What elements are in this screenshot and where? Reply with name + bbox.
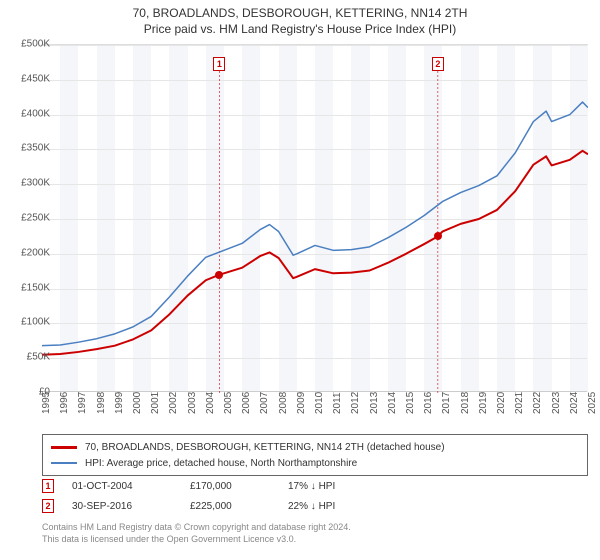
x-axis-label: 2004	[205, 392, 216, 414]
x-axis-label: 2014	[387, 392, 398, 414]
y-axis-label: £500K	[10, 39, 50, 50]
sale-date: 30-SEP-2016	[72, 501, 172, 512]
sale-list: 1 01-OCT-2004 £170,000 17% ↓ HPI 2 30-SEP-201…	[42, 476, 588, 516]
x-axis-label: 2000	[132, 392, 143, 414]
marker-point	[434, 232, 442, 240]
sale-pct-vs-hpi: 17% ↓ HPI	[288, 481, 378, 492]
x-axis-labels: 1995199619971998199920002001200220032004…	[42, 394, 588, 434]
sale-price: £170,000	[190, 481, 270, 492]
x-axis-label: 2022	[532, 392, 543, 414]
x-axis-label: 2001	[150, 392, 161, 414]
y-axis-label: £200K	[10, 247, 50, 258]
x-axis-label: 1997	[77, 392, 88, 414]
legend-swatch-hpi	[51, 462, 77, 464]
x-axis-label: 1996	[59, 392, 70, 414]
x-axis-label: 2008	[278, 392, 289, 414]
y-axis-label: £50K	[10, 352, 50, 363]
x-axis-label: 2024	[569, 392, 580, 414]
marker-point	[215, 271, 223, 279]
footer-attribution: Contains HM Land Registry data © Crown c…	[42, 522, 588, 545]
sale-pct-vs-hpi: 22% ↓ HPI	[288, 501, 378, 512]
x-axis-label: 2020	[496, 392, 507, 414]
y-axis-label: £450K	[10, 73, 50, 84]
sale-date: 01-OCT-2004	[72, 481, 172, 492]
y-axis-label: £350K	[10, 143, 50, 154]
legend-row-property: 70, BROADLANDS, DESBOROUGH, KETTERING, N…	[51, 439, 579, 455]
y-axis-label: £0	[10, 387, 50, 398]
legend-row-hpi: HPI: Average price, detached house, Nort…	[51, 455, 579, 471]
chart-title-block: 70, BROADLANDS, DESBOROUGH, KETTERING, N…	[0, 0, 600, 38]
x-axis-label: 2021	[514, 392, 525, 414]
x-axis-label: 2018	[460, 392, 471, 414]
x-axis-label: 2005	[223, 392, 234, 414]
title-address: 70, BROADLANDS, DESBOROUGH, KETTERING, N…	[10, 6, 590, 20]
sale-price: £225,000	[190, 501, 270, 512]
x-axis-label: 2015	[405, 392, 416, 414]
series-lines	[42, 45, 588, 393]
chart-area: 12	[42, 44, 588, 392]
y-axis-label: £150K	[10, 282, 50, 293]
x-axis-label: 2003	[187, 392, 198, 414]
x-axis-label: 1999	[114, 392, 125, 414]
sale-row: 2 30-SEP-2016 £225,000 22% ↓ HPI	[42, 496, 588, 516]
title-subtitle: Price paid vs. HM Land Registry's House …	[10, 22, 590, 36]
y-axis-label: £300K	[10, 178, 50, 189]
x-axis-label: 2011	[332, 392, 343, 414]
x-axis-label: 2007	[259, 392, 270, 414]
legend-label-hpi: HPI: Average price, detached house, Nort…	[85, 458, 357, 469]
series-line-property	[42, 151, 588, 355]
legend-label-property: 70, BROADLANDS, DESBOROUGH, KETTERING, N…	[85, 442, 445, 453]
x-axis-label: 1998	[96, 392, 107, 414]
x-axis-label: 2002	[168, 392, 179, 414]
series-line-hpi	[42, 102, 588, 346]
sale-row: 1 01-OCT-2004 £170,000 17% ↓ HPI	[42, 476, 588, 496]
x-axis-label: 2016	[423, 392, 434, 414]
x-axis-label: 2006	[241, 392, 252, 414]
y-axis-label: £250K	[10, 213, 50, 224]
x-axis-label: 2019	[478, 392, 489, 414]
footer-line1: Contains HM Land Registry data © Crown c…	[42, 522, 588, 534]
x-axis-label: 2009	[296, 392, 307, 414]
plot-area: 12	[42, 44, 588, 392]
x-axis-label: 2013	[369, 392, 380, 414]
sale-marker: 2	[42, 499, 54, 513]
sale-marker: 1	[42, 479, 54, 493]
legend-box: 70, BROADLANDS, DESBOROUGH, KETTERING, N…	[42, 434, 588, 476]
marker-label: 1	[213, 57, 225, 71]
marker-label: 2	[432, 57, 444, 71]
legend-swatch-property	[51, 446, 77, 449]
x-axis-label: 2017	[441, 392, 452, 414]
x-axis-label: 2023	[551, 392, 562, 414]
x-axis-label: 2012	[350, 392, 361, 414]
footer-line2: This data is licensed under the Open Gov…	[42, 534, 588, 546]
x-axis-label: 2010	[314, 392, 325, 414]
y-axis-label: £100K	[10, 317, 50, 328]
y-axis-label: £400K	[10, 108, 50, 119]
x-axis-label: 2025	[587, 392, 598, 414]
